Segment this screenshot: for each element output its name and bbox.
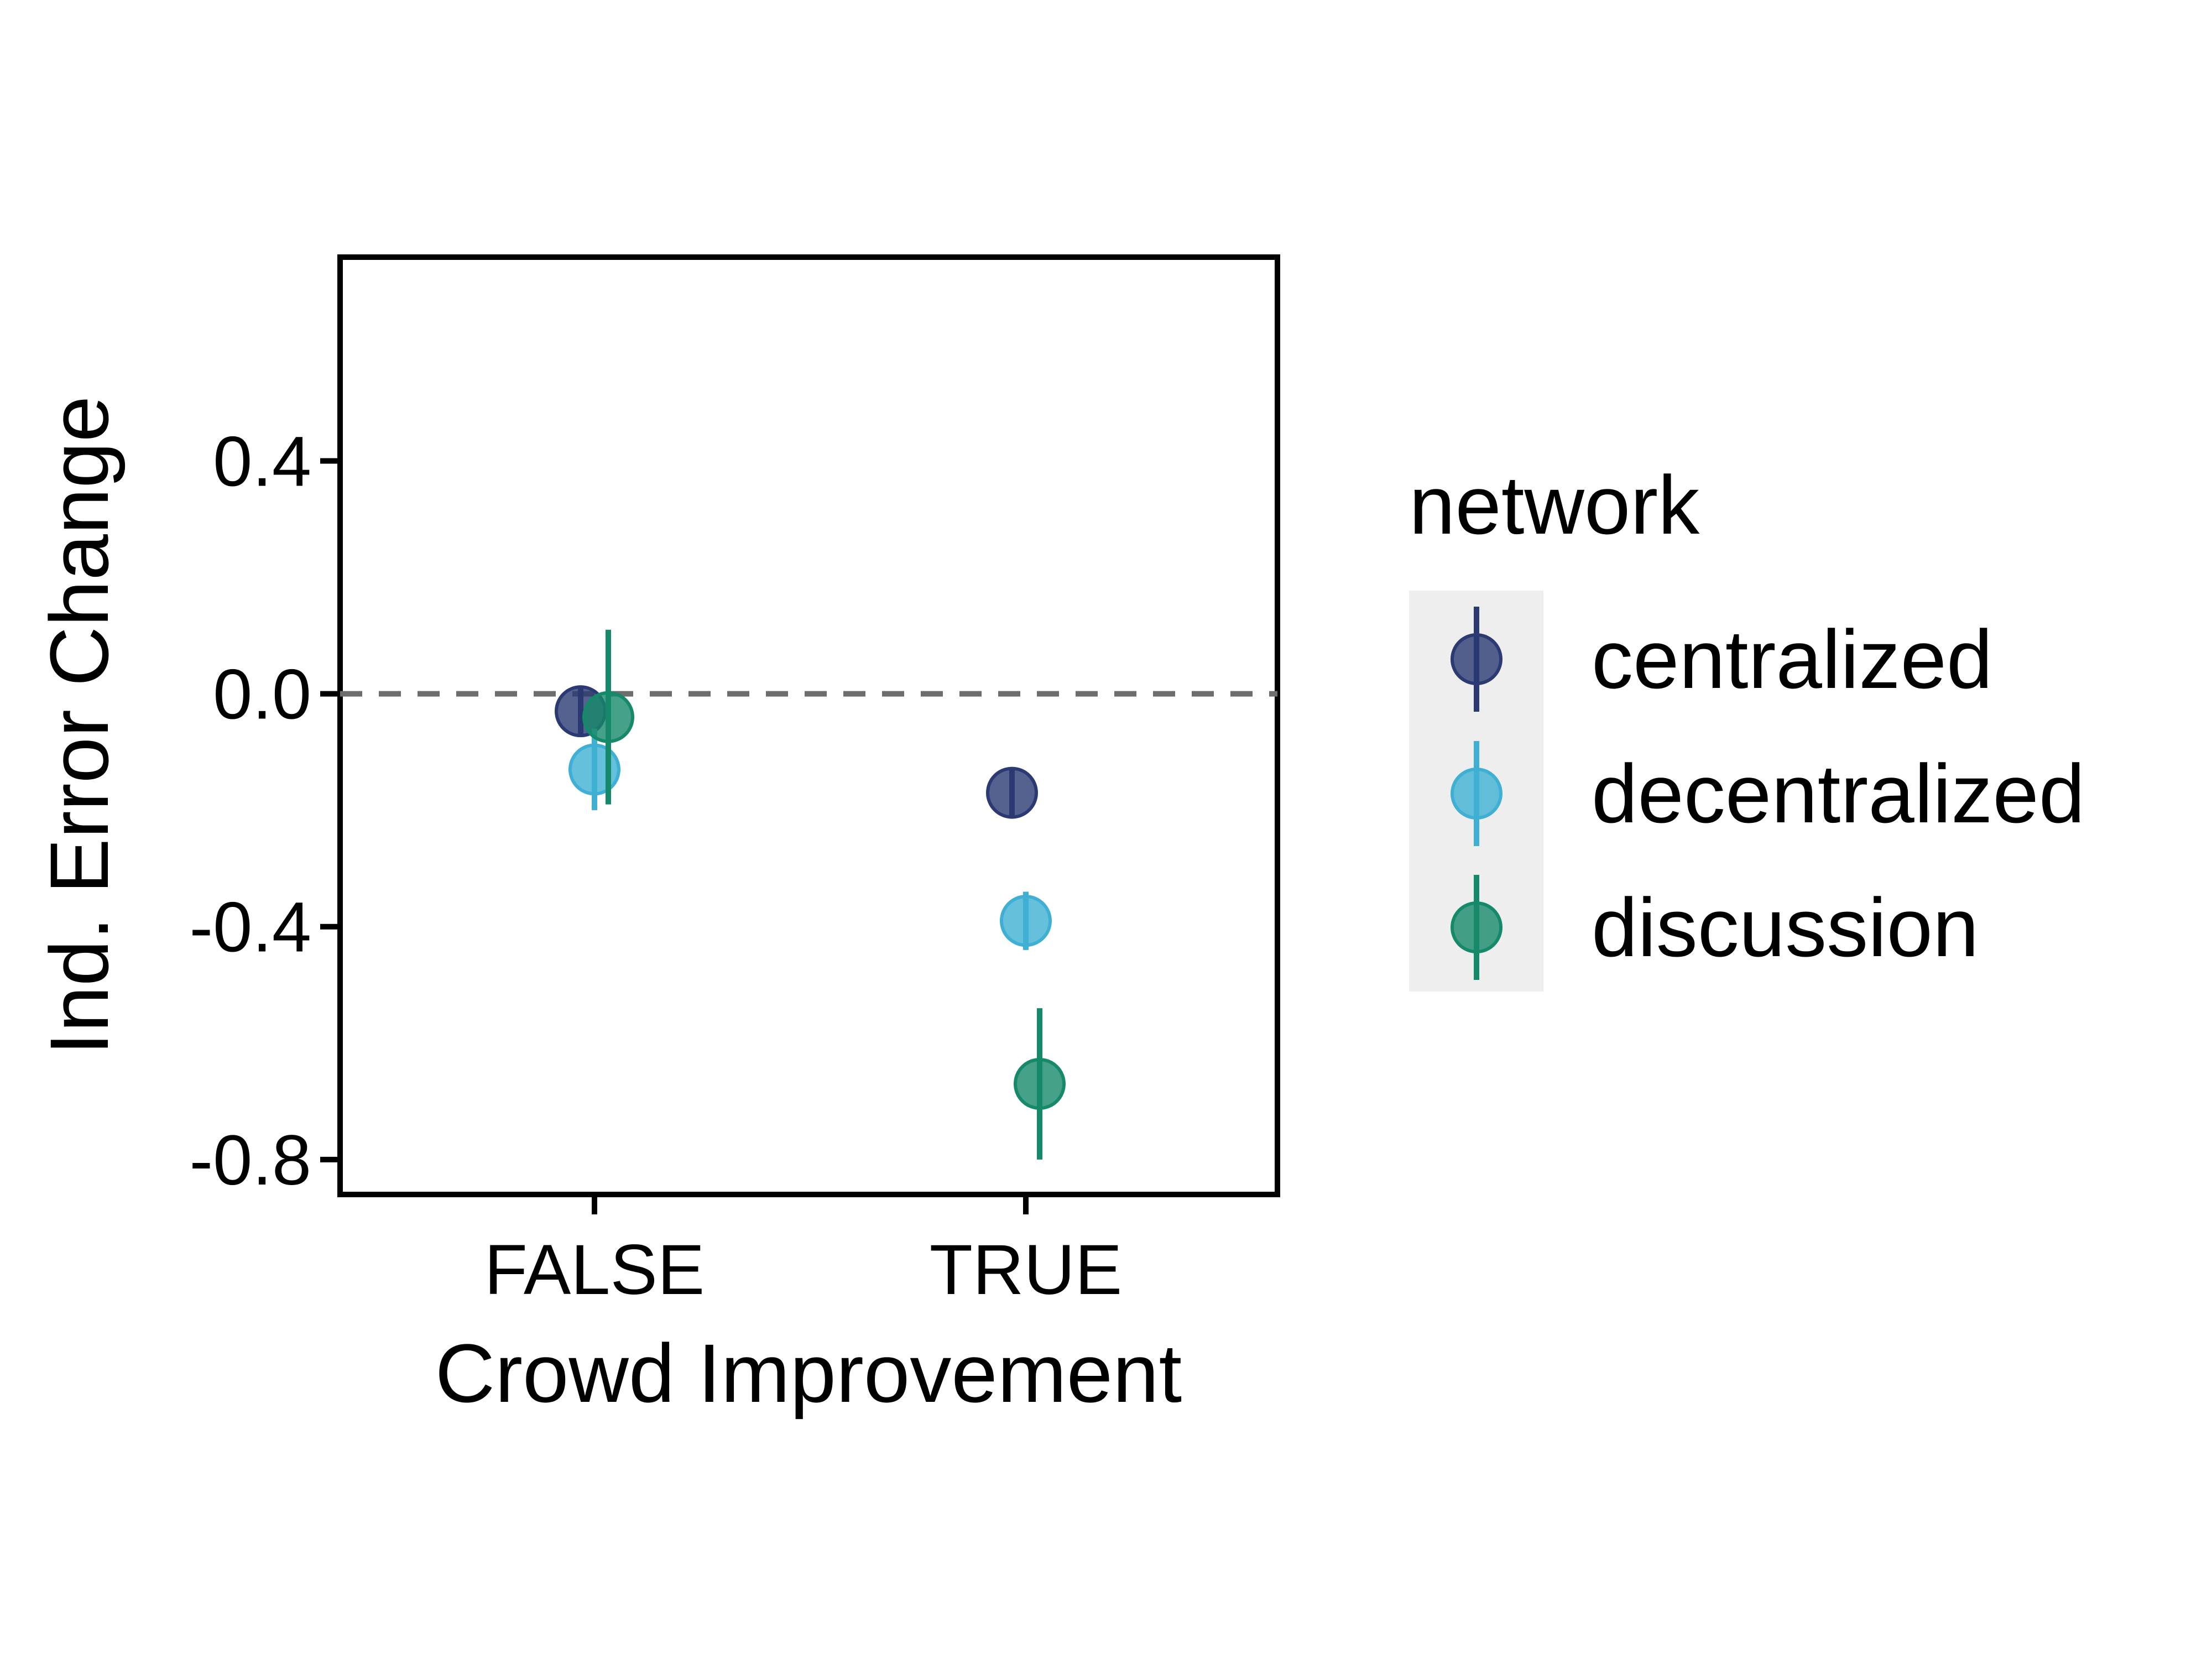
y-tick-label: 0.0	[213, 655, 311, 734]
legend-items: centralized decentralized discussion	[1451, 607, 2085, 980]
x-axis: FALSE TRUE	[484, 1194, 1122, 1310]
data-point	[1000, 895, 1052, 947]
y-tick-label: -0.8	[189, 1121, 311, 1200]
legend-label: decentralized	[1592, 747, 2085, 840]
data-point	[986, 766, 1038, 819]
legend-title: network	[1409, 458, 1700, 551]
series-centralized	[555, 685, 1038, 819]
legend-label: centralized	[1592, 613, 1992, 706]
y-tick-label: -0.4	[189, 888, 311, 967]
plot-panel-border	[337, 254, 1280, 1197]
legend-item-discussion: discussion	[1451, 875, 1979, 980]
y-axis: 0.4 0.0 -0.4 -0.8	[189, 422, 340, 1200]
plot-area	[337, 254, 1280, 1197]
legend: network centralized decentralized discussi…	[1409, 458, 2085, 992]
series-discussion	[582, 629, 1066, 1160]
legend-key-point	[1451, 901, 1503, 953]
x-tick-label: TRUE	[930, 1230, 1122, 1310]
data-points-layer	[555, 629, 1066, 1160]
x-axis-title: Crowd Improvement	[435, 1327, 1182, 1420]
x-tick-label: FALSE	[484, 1230, 705, 1310]
y-axis-title: Ind. Error Change	[33, 396, 126, 1055]
legend-key-point	[1451, 633, 1503, 685]
data-point	[568, 743, 620, 796]
legend-key-point	[1451, 768, 1503, 820]
y-tick-label: 0.4	[213, 422, 311, 501]
legend-item-decentralized: decentralized	[1451, 741, 2085, 846]
legend-label: discussion	[1592, 881, 1979, 974]
data-point	[582, 691, 634, 743]
legend-item-centralized: centralized	[1451, 607, 1992, 712]
data-point	[1014, 1057, 1066, 1110]
series-decentralized	[568, 728, 1052, 950]
